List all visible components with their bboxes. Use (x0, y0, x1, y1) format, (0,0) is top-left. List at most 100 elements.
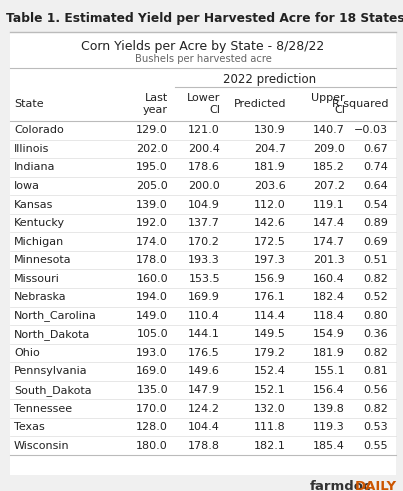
Text: 182.4: 182.4 (313, 292, 345, 302)
Text: 154.9: 154.9 (313, 329, 345, 339)
Text: Lower
CI: Lower CI (187, 93, 220, 115)
Text: 170.2: 170.2 (188, 237, 220, 246)
Text: 197.3: 197.3 (254, 255, 286, 265)
Text: Missouri: Missouri (14, 273, 60, 284)
Text: 200.4: 200.4 (188, 144, 220, 154)
Text: 119.1: 119.1 (313, 199, 345, 210)
Text: 139.0: 139.0 (136, 199, 168, 210)
Text: 152.4: 152.4 (254, 366, 286, 377)
Text: 152.1: 152.1 (254, 385, 286, 395)
Text: Kansas: Kansas (14, 199, 53, 210)
Text: 0.89: 0.89 (363, 218, 388, 228)
Text: 0.51: 0.51 (364, 255, 388, 265)
Text: 153.5: 153.5 (188, 273, 220, 284)
Text: 207.2: 207.2 (313, 181, 345, 191)
Text: Upper
CI: Upper CI (312, 93, 345, 115)
Text: 172.5: 172.5 (254, 237, 286, 246)
Text: 174.7: 174.7 (313, 237, 345, 246)
Text: State: State (14, 99, 44, 109)
Text: Nebraska: Nebraska (14, 292, 66, 302)
Text: 2022 prediction: 2022 prediction (223, 73, 317, 85)
Text: 180.0: 180.0 (136, 441, 168, 451)
Text: 139.8: 139.8 (313, 404, 345, 413)
Text: 178.6: 178.6 (188, 163, 220, 172)
Text: 0.80: 0.80 (363, 311, 388, 321)
Text: 130.9: 130.9 (254, 125, 286, 136)
Text: 0.67: 0.67 (363, 144, 388, 154)
Text: 128.0: 128.0 (136, 422, 168, 432)
Text: Michigan: Michigan (14, 237, 64, 246)
Text: 181.9: 181.9 (313, 348, 345, 358)
Text: 176.1: 176.1 (254, 292, 286, 302)
Text: 194.0: 194.0 (136, 292, 168, 302)
Text: 160.0: 160.0 (136, 273, 168, 284)
Text: 0.56: 0.56 (364, 385, 388, 395)
Text: 160.4: 160.4 (313, 273, 345, 284)
Text: 147.9: 147.9 (188, 385, 220, 395)
Text: 209.0: 209.0 (313, 144, 345, 154)
Text: Wisconsin: Wisconsin (14, 441, 70, 451)
Text: 200.0: 200.0 (188, 181, 220, 191)
Text: −0.03: −0.03 (354, 125, 388, 136)
Text: 205.0: 205.0 (136, 181, 168, 191)
Text: 155.1: 155.1 (314, 366, 345, 377)
Text: 0.64: 0.64 (363, 181, 388, 191)
Text: 149.0: 149.0 (136, 311, 168, 321)
Text: Last
year: Last year (143, 93, 168, 115)
Text: Indiana: Indiana (14, 163, 56, 172)
Text: 185.4: 185.4 (313, 441, 345, 451)
Text: 0.74: 0.74 (363, 163, 388, 172)
Text: 104.4: 104.4 (188, 422, 220, 432)
Text: Pennsylvania: Pennsylvania (14, 366, 87, 377)
Text: 202.0: 202.0 (136, 144, 168, 154)
Text: 0.81: 0.81 (363, 366, 388, 377)
Text: Colorado: Colorado (14, 125, 64, 136)
Text: 182.1: 182.1 (254, 441, 286, 451)
Text: 140.7: 140.7 (313, 125, 345, 136)
Text: Bushels per harvested acre: Bushels per harvested acre (135, 54, 272, 64)
Text: farmdoc: farmdoc (310, 481, 372, 491)
Text: 156.9: 156.9 (254, 273, 286, 284)
Text: 203.6: 203.6 (254, 181, 286, 191)
Text: 0.82: 0.82 (363, 348, 388, 358)
Text: 0.55: 0.55 (364, 441, 388, 451)
Text: 144.1: 144.1 (188, 329, 220, 339)
Text: 174.0: 174.0 (136, 237, 168, 246)
Text: 169.0: 169.0 (136, 366, 168, 377)
Text: 192.0: 192.0 (136, 218, 168, 228)
Text: 149.5: 149.5 (254, 329, 286, 339)
Text: 124.2: 124.2 (188, 404, 220, 413)
Text: 0.82: 0.82 (363, 273, 388, 284)
Text: 204.7: 204.7 (254, 144, 286, 154)
Text: 132.0: 132.0 (254, 404, 286, 413)
Text: DAILY: DAILY (355, 481, 397, 491)
Text: 110.4: 110.4 (188, 311, 220, 321)
Text: Tennessee: Tennessee (14, 404, 72, 413)
Text: Illinois: Illinois (14, 144, 50, 154)
Text: 119.3: 119.3 (313, 422, 345, 432)
Text: 0.53: 0.53 (364, 422, 388, 432)
Text: 0.36: 0.36 (364, 329, 388, 339)
Text: Iowa: Iowa (14, 181, 40, 191)
Text: Minnesota: Minnesota (14, 255, 72, 265)
Text: 118.4: 118.4 (313, 311, 345, 321)
Text: 170.0: 170.0 (136, 404, 168, 413)
Text: 169.9: 169.9 (188, 292, 220, 302)
Text: 142.6: 142.6 (254, 218, 286, 228)
Text: 201.3: 201.3 (313, 255, 345, 265)
Text: South_Dakota: South_Dakota (14, 384, 91, 396)
Text: Corn Yields per Acre by State - 8/28/22: Corn Yields per Acre by State - 8/28/22 (81, 39, 325, 53)
Text: 135.0: 135.0 (136, 385, 168, 395)
Text: North_Carolina: North_Carolina (14, 310, 97, 321)
Text: Ohio: Ohio (14, 348, 40, 358)
Text: 149.6: 149.6 (188, 366, 220, 377)
Text: 0.82: 0.82 (363, 404, 388, 413)
Text: 178.8: 178.8 (188, 441, 220, 451)
Text: Table 1. Estimated Yield per Harvested Acre for 18 States as of 8/28/22: Table 1. Estimated Yield per Harvested A… (6, 11, 403, 25)
Text: 0.52: 0.52 (363, 292, 388, 302)
Text: 105.0: 105.0 (136, 329, 168, 339)
Text: 111.8: 111.8 (254, 422, 286, 432)
Text: North_Dakota: North_Dakota (14, 329, 90, 340)
Text: 193.3: 193.3 (188, 255, 220, 265)
Text: 193.0: 193.0 (136, 348, 168, 358)
